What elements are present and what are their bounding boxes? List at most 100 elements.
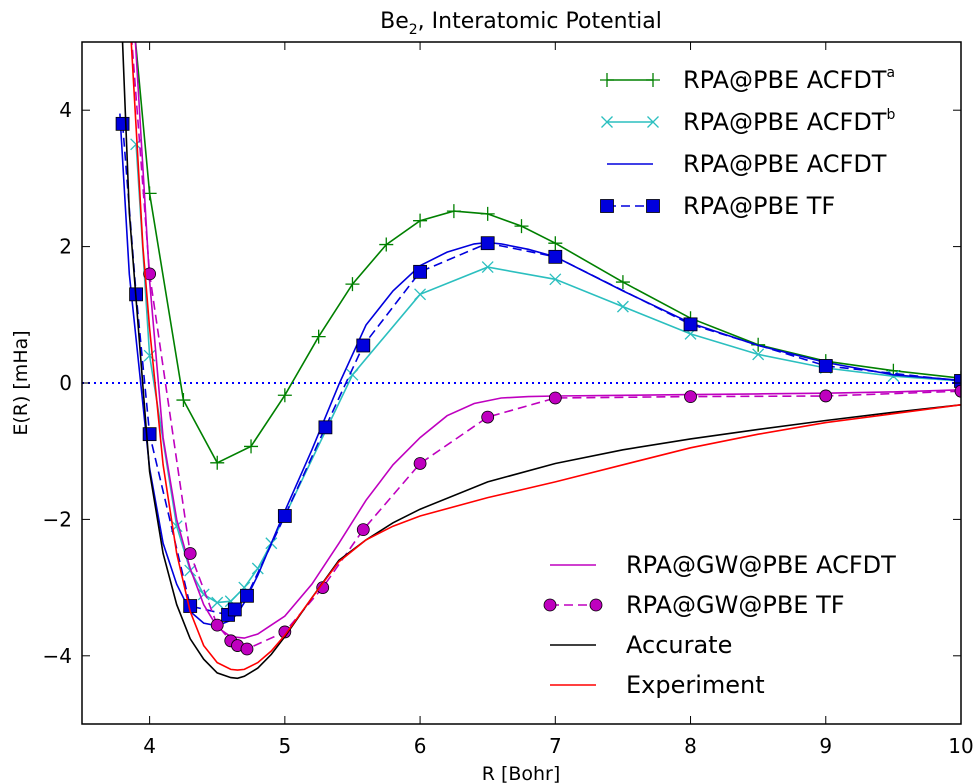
legend-entry: RPA@PBE ACFDT (607, 150, 887, 178)
x-tick-label: 4 (143, 734, 156, 758)
series-8 (130, 42, 961, 671)
series-2-point (211, 596, 224, 609)
y-axis-label: E(R) [mHa] (10, 330, 32, 435)
chart-title-rest: , Interatomic Potential (418, 9, 662, 34)
series-4-line (121, 123, 961, 616)
series-1-point (277, 388, 292, 403)
series-4-point (356, 338, 371, 353)
series-1-point (413, 213, 428, 228)
series-4-point (318, 420, 333, 435)
chart-title: Be2, Interatomic Potential (380, 9, 662, 38)
legend-entry: Accurate (550, 631, 732, 659)
series-6-point (183, 547, 197, 560)
series-6-point (954, 384, 961, 398)
series-4-point (818, 359, 833, 373)
legend-entry: RPA@PBE TF (600, 192, 835, 220)
series-2-point (549, 273, 562, 286)
series-6-point (240, 642, 254, 656)
legend-marker (600, 73, 614, 87)
x-tick-label: 9 (819, 734, 832, 758)
series-6-point (356, 523, 370, 537)
series-8-line (130, 42, 961, 671)
series-1-point (615, 275, 630, 290)
series-4-point (142, 427, 157, 442)
legend-label: RPA@PBE ACFDTa (683, 65, 895, 94)
series-2-point (481, 261, 494, 274)
x-tick-label: 5 (278, 734, 291, 758)
series-4-point (277, 509, 292, 523)
series-1-point (514, 219, 529, 234)
series-4-point (480, 236, 495, 251)
series-1-point (311, 329, 326, 344)
y-tick-label: 2 (59, 235, 72, 259)
series-6-point (210, 618, 224, 632)
series-6-point (684, 390, 697, 404)
legend-entry: RPA@PBE ACFDTb (601, 107, 895, 136)
legend-label: Experiment (626, 671, 765, 699)
series-1-point (210, 455, 225, 470)
series-6-point (481, 410, 495, 424)
x-tick-label: 7 (549, 734, 562, 758)
legend-marker (646, 73, 660, 87)
series-6-point (548, 391, 562, 405)
series-1-line (134, 42, 961, 464)
legend-entry: RPA@PBE ACFDTa (600, 65, 895, 94)
series-4-point (548, 249, 563, 264)
legend-label: RPA@PBE ACFDT (683, 150, 887, 178)
series-1-point (379, 237, 394, 252)
legend-marker (589, 598, 603, 612)
chart-title-subscript: 2 (409, 22, 418, 38)
legend-entry: RPA@GW@PBE ACFDT (550, 551, 896, 579)
series-4-point (413, 264, 427, 279)
series-2-point (197, 588, 210, 601)
y-tick-label: −4 (43, 644, 72, 668)
series-7-line (121, 42, 961, 680)
series-4-point (115, 116, 130, 131)
series-4-point (954, 374, 961, 388)
series-1-point (480, 206, 495, 221)
legend-label: RPA@GW@PBE ACFDT (626, 551, 896, 579)
legend-marker (600, 199, 614, 213)
x-tick-label: 10 (948, 734, 973, 758)
y-tick-label: 0 (59, 371, 72, 395)
series-6-point (413, 457, 427, 470)
legend-entry: Experiment (550, 671, 765, 699)
series-4-point (240, 588, 254, 603)
axes: 4 5 6 7 8 9 10 −4 −2 0 2 4 (43, 41, 974, 758)
legend-marker (647, 116, 659, 128)
series-7 (121, 42, 961, 680)
series-1-point (176, 393, 191, 408)
series-4-point (683, 317, 698, 332)
series-1-point (548, 236, 563, 251)
legend-superscript: b (886, 107, 895, 123)
x-tick-label: 6 (414, 734, 427, 758)
series-4-point (227, 602, 242, 617)
series-2-point (752, 348, 765, 361)
plot-series (82, 42, 961, 680)
legend-entry: RPA@GW@PBE TF (543, 591, 845, 619)
series-2-point (616, 300, 629, 313)
series-4 (115, 116, 961, 622)
series-1-point (345, 277, 360, 292)
y-tick-label: 4 (59, 98, 72, 122)
series-2-point (414, 288, 427, 301)
series-1-point (446, 204, 461, 219)
y-tick-label: −2 (43, 507, 72, 531)
series-5-line (134, 42, 961, 639)
legend-marker (646, 199, 660, 213)
series-6-point (819, 389, 833, 403)
legend-superscript: a (886, 65, 895, 81)
legend-label: RPA@PBE ACFDTb (683, 107, 895, 136)
x-axis-label: R [Bohr] (482, 763, 561, 784)
legend-label: RPA@GW@PBE TF (626, 591, 845, 619)
legend-lower: RPA@GW@PBE ACFDT RPA@GW@PBE TF Accurate Exp… (543, 551, 896, 699)
series-1-point (244, 439, 259, 454)
series-6-point (143, 267, 157, 281)
legend-label: RPA@PBE TF (683, 192, 835, 220)
series-5 (134, 42, 961, 639)
legend-marker (601, 116, 613, 128)
series-2-point (346, 368, 359, 381)
